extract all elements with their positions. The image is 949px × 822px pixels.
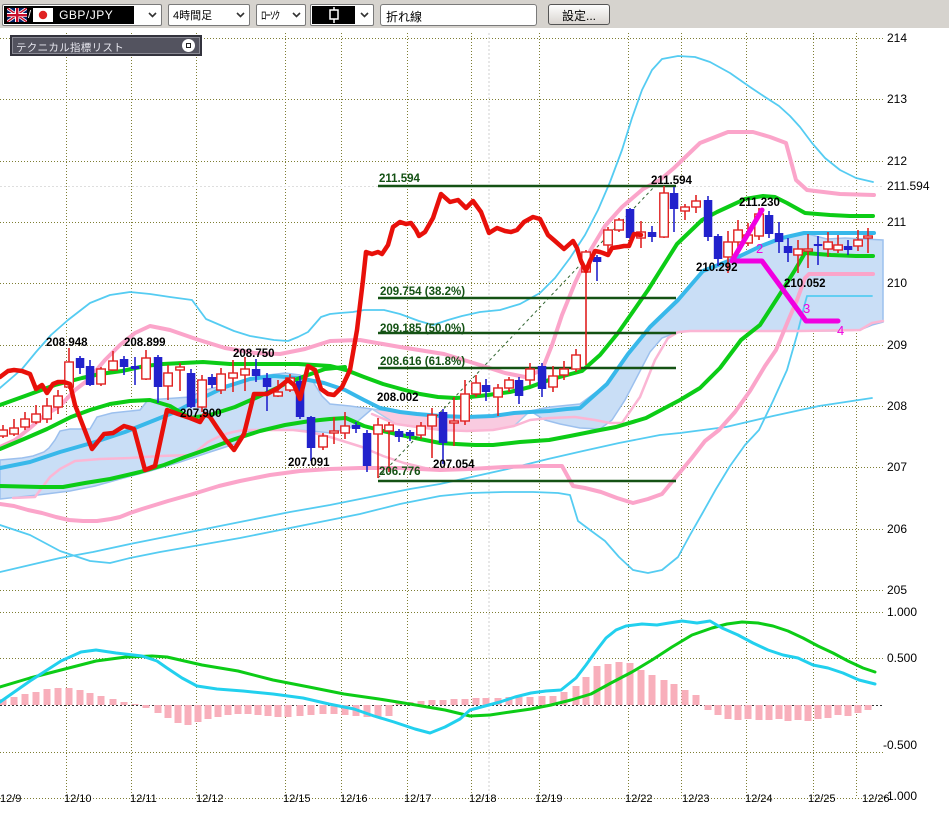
- svg-text:210: 210: [887, 276, 907, 290]
- svg-text:206.776: 206.776: [379, 466, 421, 478]
- svg-text:205: 205: [887, 583, 907, 597]
- svg-text:211.594: 211.594: [651, 175, 693, 187]
- svg-text:4: 4: [837, 323, 844, 338]
- svg-text:207.054: 207.054: [433, 459, 475, 471]
- svg-text:208: 208: [887, 399, 907, 413]
- svg-text:207: 207: [887, 460, 907, 474]
- svg-text:209.185 (50.0%): 209.185 (50.0%): [380, 323, 465, 335]
- svg-text:207.900: 207.900: [180, 408, 222, 420]
- svg-text:209: 209: [887, 338, 907, 352]
- svg-text:-1.000: -1.000: [883, 789, 917, 803]
- svg-text:12/10: 12/10: [64, 793, 92, 805]
- svg-text:211.230: 211.230: [739, 197, 780, 209]
- svg-text:210.052: 210.052: [784, 278, 826, 290]
- svg-text:12/25: 12/25: [808, 793, 836, 805]
- svg-text:0.500: 0.500: [887, 651, 917, 665]
- svg-text:12/16: 12/16: [340, 793, 368, 805]
- svg-text:206: 206: [887, 522, 907, 536]
- svg-text:12/15: 12/15: [283, 793, 311, 805]
- svg-text:208.616 (61.8%): 208.616 (61.8%): [380, 356, 465, 368]
- svg-text:2: 2: [756, 241, 763, 256]
- svg-text:1.000: 1.000: [887, 605, 917, 619]
- svg-text:211.594: 211.594: [379, 173, 421, 185]
- svg-text:12/23: 12/23: [682, 793, 710, 805]
- svg-text:12/18: 12/18: [469, 793, 497, 805]
- svg-text:208.002: 208.002: [377, 392, 419, 404]
- svg-text:12/22: 12/22: [625, 793, 653, 805]
- svg-text:214: 214: [887, 31, 907, 45]
- svg-text:12/12: 12/12: [196, 793, 224, 805]
- svg-text:12/19: 12/19: [535, 793, 563, 805]
- svg-text:211.594: 211.594: [887, 179, 930, 193]
- svg-text:12/11: 12/11: [130, 793, 157, 805]
- svg-text:12/24: 12/24: [745, 793, 773, 805]
- svg-text:208.899: 208.899: [124, 337, 166, 349]
- svg-text:211: 211: [887, 215, 906, 229]
- svg-text:210.292: 210.292: [696, 262, 738, 274]
- svg-text:212: 212: [887, 154, 907, 168]
- svg-text:-0.500: -0.500: [883, 738, 917, 752]
- svg-text:213: 213: [887, 92, 907, 106]
- svg-text:3: 3: [803, 301, 810, 316]
- svg-text:12/17: 12/17: [404, 793, 432, 805]
- svg-text:208.948: 208.948: [46, 337, 88, 349]
- svg-text:208.750: 208.750: [233, 348, 275, 360]
- svg-text:12/26: 12/26: [862, 793, 890, 805]
- svg-text:12/9: 12/9: [0, 793, 21, 805]
- svg-text:209.754 (38.2%): 209.754 (38.2%): [380, 286, 465, 298]
- svg-text:207.091: 207.091: [288, 457, 330, 469]
